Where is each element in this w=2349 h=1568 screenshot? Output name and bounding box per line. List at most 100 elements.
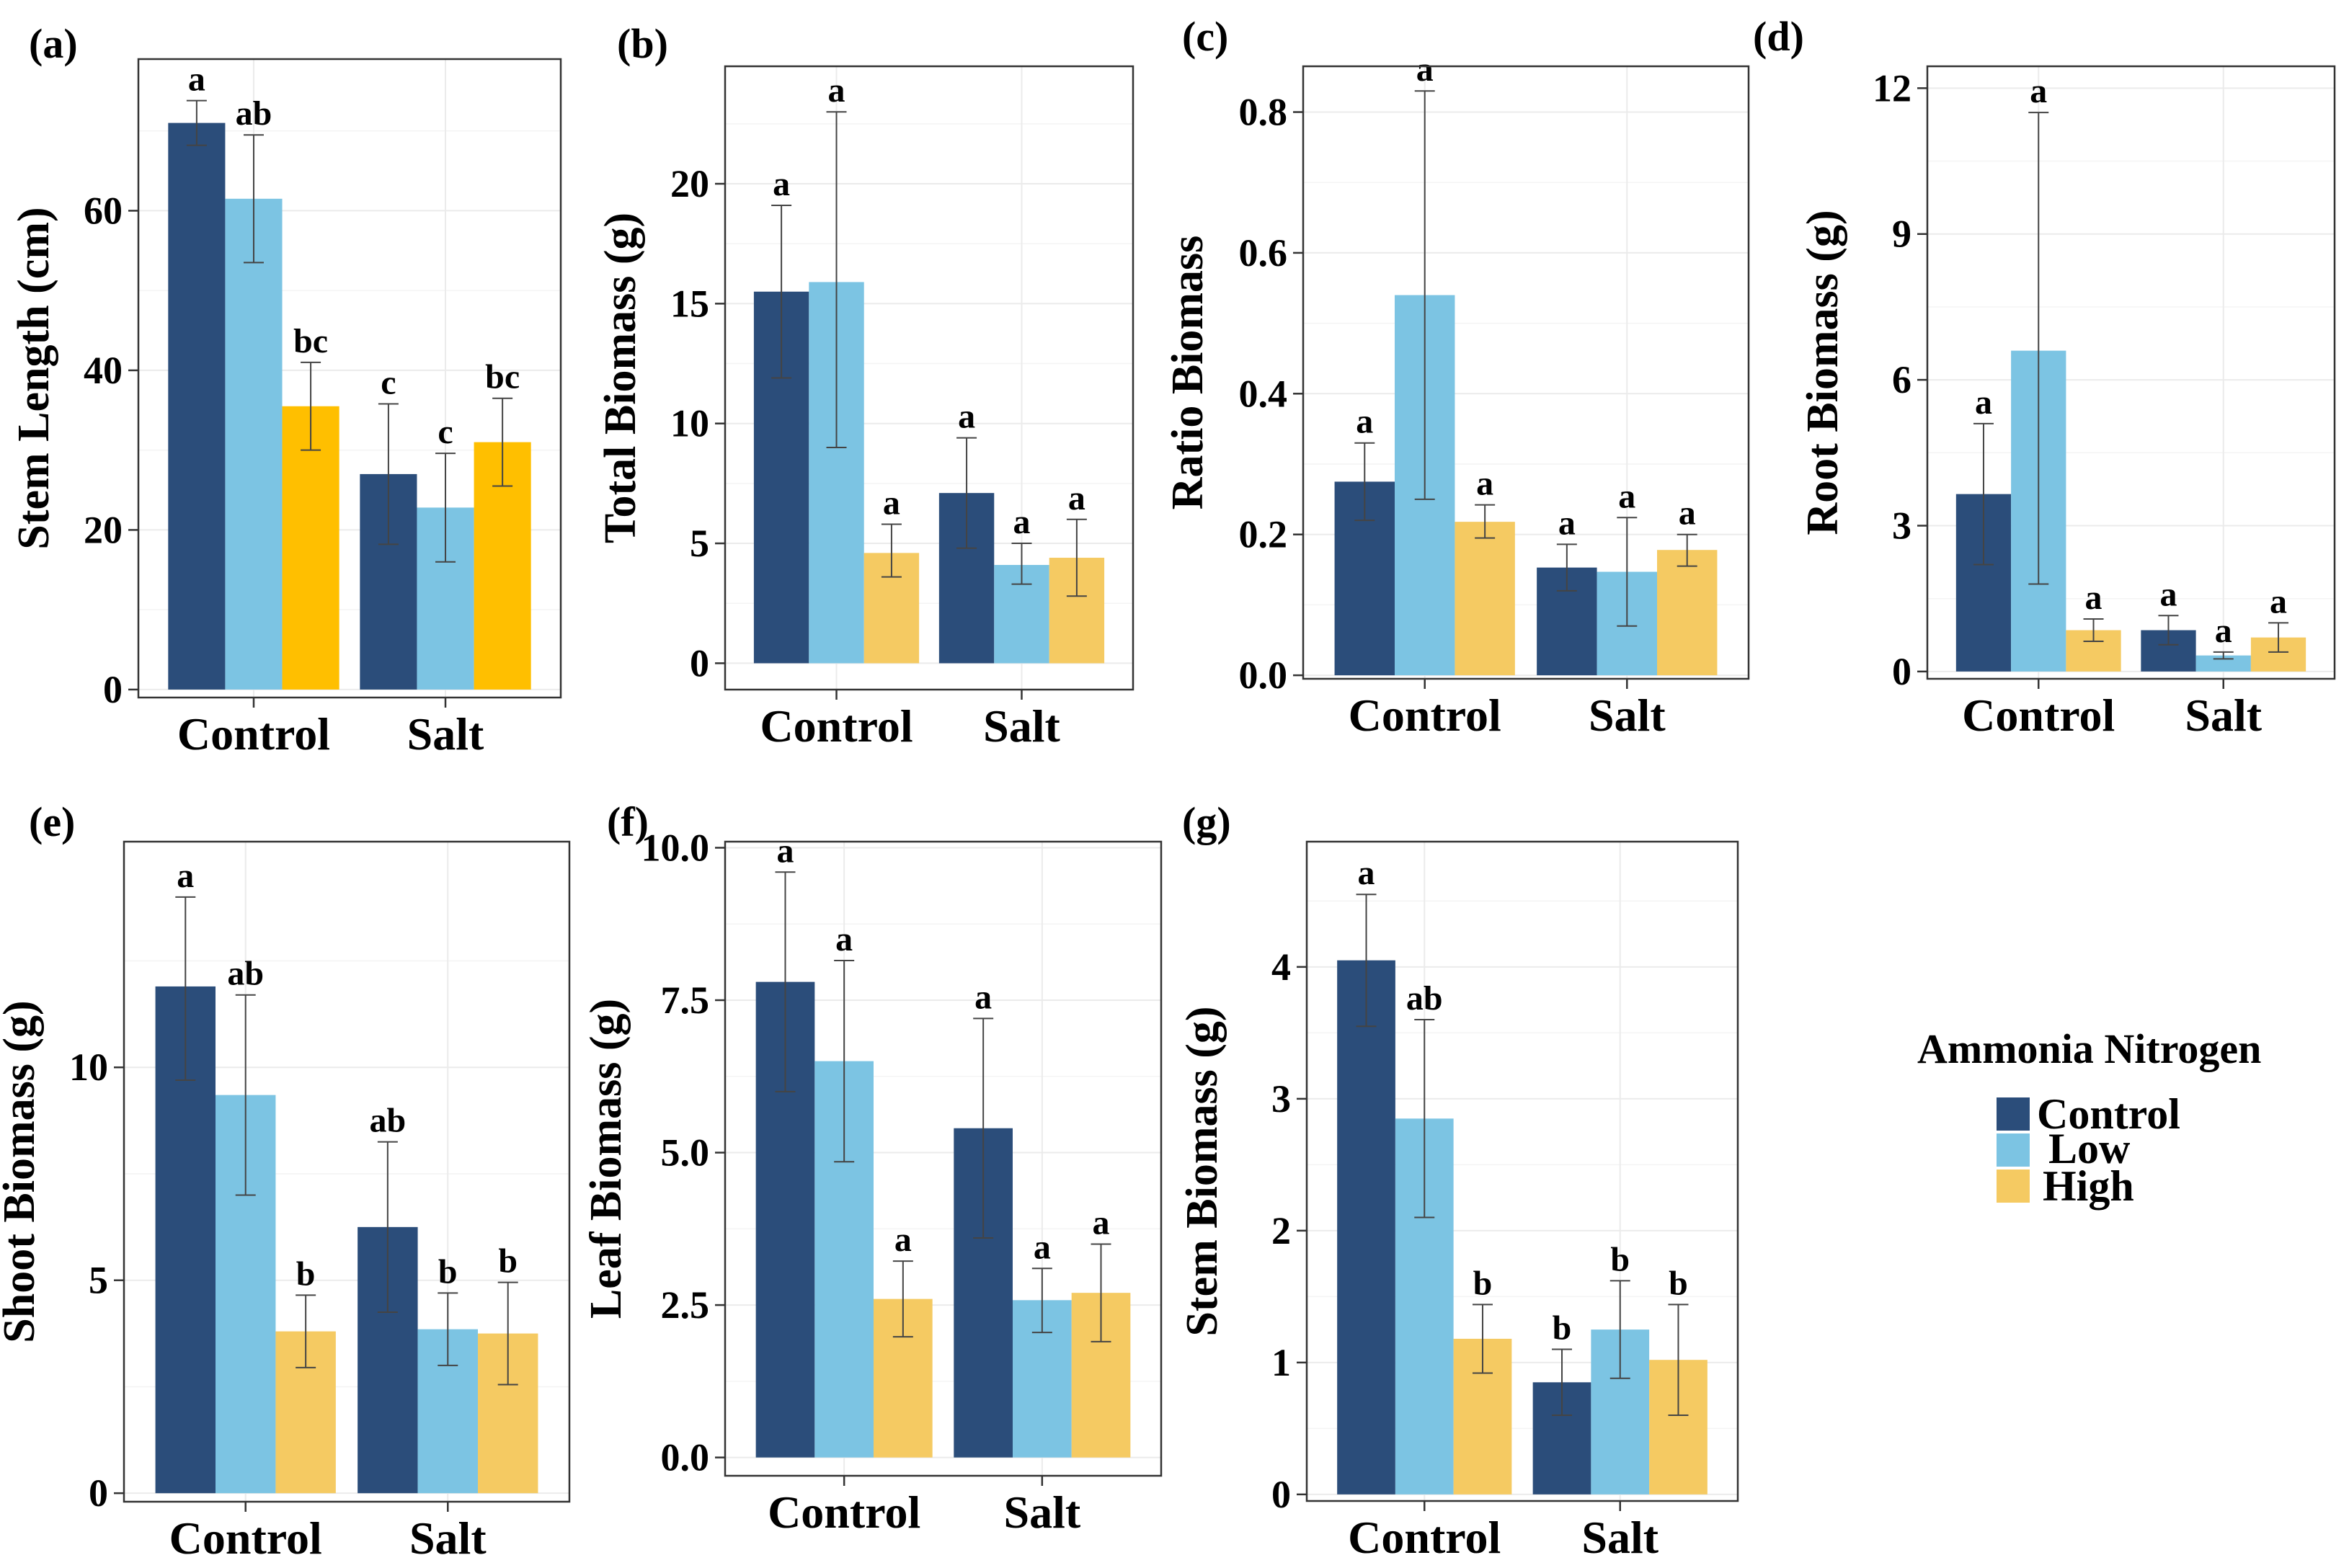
error-bar: [1066, 518, 1087, 597]
error-bar: [235, 994, 256, 1196]
y-tick-label: 0.0: [661, 1436, 710, 1479]
y-tick-label: 40: [84, 349, 123, 392]
x-tick-label: Salt: [407, 708, 484, 760]
y-axis-label: Stem Length (cm): [9, 207, 58, 549]
y-tick-label: 6: [1892, 358, 1911, 401]
y-tick-label: 1: [1271, 1341, 1291, 1384]
significance-letter: a: [835, 920, 853, 958]
error-bar: [2028, 112, 2049, 585]
y-tick-label: 0.0: [1239, 654, 1288, 697]
error-bar: [1031, 1268, 1052, 1334]
plot-frame: [137, 58, 562, 699]
y-tick-label: 0: [89, 1471, 108, 1515]
significance-letter: a: [883, 484, 900, 522]
panel-label-f: (f): [607, 798, 649, 845]
x-tick-label: Control: [169, 1513, 322, 1564]
panel-c: (c) a a a Control a a a Salt 0.0 0.2 0.4 0.6 0.8 Ratio…: [1163, 13, 1750, 741]
error-bar: [1475, 504, 1496, 539]
significance-letter: a: [1476, 465, 1493, 503]
bar-d-salt-low: [2195, 655, 2251, 672]
significance-letter: a: [2030, 72, 2047, 110]
error-bar: [296, 1294, 316, 1368]
legend-label-control: Control: [2037, 1090, 2180, 1138]
error-bar: [435, 453, 456, 563]
panel-label-e: (e): [29, 798, 75, 845]
y-tick-label: 0: [690, 641, 709, 685]
significance-letter: c: [438, 413, 453, 451]
significance-letter: b: [498, 1242, 518, 1280]
error-bar: [1617, 517, 1638, 627]
y-axis-label: Ratio Biomass: [1163, 236, 1212, 510]
plot-frame: [123, 840, 571, 1503]
legend-swatch-control: [1997, 1097, 2030, 1131]
significance-letter: a: [1358, 854, 1375, 892]
y-tick-label: 2: [1271, 1209, 1291, 1252]
significance-letter: a: [1068, 479, 1085, 517]
bar-a-control-high: [282, 406, 339, 690]
significance-letter: b: [1553, 1309, 1572, 1348]
y-tick-label: 5: [690, 522, 709, 565]
error-bar: [2213, 651, 2234, 660]
error-bar: [438, 1292, 458, 1366]
significance-letter: bc: [485, 358, 520, 396]
significance-letter: a: [1679, 494, 1696, 533]
plot-frame: [724, 840, 1163, 1477]
error-bar: [1668, 1304, 1689, 1417]
y-axis-label: Shoot Biomass (g): [0, 1000, 44, 1342]
error-bar: [378, 403, 399, 545]
y-axis-label: Root Biomass (g): [1798, 210, 1847, 535]
significance-letter: a: [188, 61, 205, 99]
x-tick-label: Salt: [1003, 1487, 1080, 1538]
significance-letter: a: [2085, 579, 2102, 617]
y-tick-label: 3: [1892, 504, 1911, 548]
significance-letter: a: [1416, 50, 1434, 89]
significance-letter: b: [438, 1252, 458, 1291]
error-bar: [492, 397, 513, 487]
significance-letter: ab: [227, 955, 264, 993]
y-tick-label: 20: [670, 162, 709, 205]
error-bar: [1556, 543, 1577, 592]
y-tick-label: 5.0: [661, 1131, 710, 1175]
error-bar: [1609, 1280, 1630, 1379]
y-tick-label: 12: [1873, 66, 1911, 110]
error-bar: [881, 523, 902, 578]
legend-swatch-low: [1997, 1133, 2030, 1167]
y-axis-label: Stem Biomass (g): [1178, 1006, 1227, 1336]
error-bar: [186, 99, 207, 146]
significance-letter: b: [1473, 1264, 1493, 1302]
y-tick-label: 10.0: [641, 826, 710, 869]
error-bar: [956, 437, 977, 549]
significance-letter: a: [958, 398, 975, 436]
x-tick-label: Salt: [409, 1513, 487, 1564]
x-tick-label: Control: [1349, 690, 1501, 741]
panel-label-g: (g): [1182, 798, 1231, 845]
error-bar: [1354, 442, 1375, 522]
significance-letter: a: [1093, 1203, 1110, 1242]
panel-f: (f) a a a Control a a a Salt 0.0 2.5 5.0 7.5 10.0 Leaf…: [582, 798, 1163, 1538]
significance-letter: a: [1975, 383, 1992, 422]
significance-letter: b: [1669, 1264, 1688, 1302]
y-tick-label: 0: [1892, 650, 1911, 693]
y-tick-label: 7.5: [661, 979, 710, 1022]
y-tick-label: 0: [1271, 1473, 1291, 1516]
significance-letter: a: [776, 832, 794, 870]
y-tick-label: 5: [89, 1259, 108, 1302]
x-tick-label: Salt: [1589, 690, 1666, 741]
bar-g-control-control: [1337, 960, 1395, 1494]
y-tick-label: 0: [103, 668, 123, 711]
x-tick-label: Control: [760, 700, 912, 752]
error-bar: [1472, 1304, 1493, 1374]
legend-title: Ammonia Nitrogen: [1917, 1025, 2261, 1072]
significance-letter: b: [1610, 1240, 1630, 1278]
significance-letter: b: [296, 1255, 316, 1293]
bar-c-control-high: [1455, 522, 1515, 676]
error-bar: [771, 204, 792, 379]
y-tick-label: 10: [69, 1046, 108, 1089]
y-tick-label: 20: [84, 508, 123, 551]
y-tick-label: 0.4: [1239, 372, 1288, 415]
panel-label-b: (b): [617, 20, 668, 67]
legend-swatch-high: [1997, 1170, 2030, 1203]
